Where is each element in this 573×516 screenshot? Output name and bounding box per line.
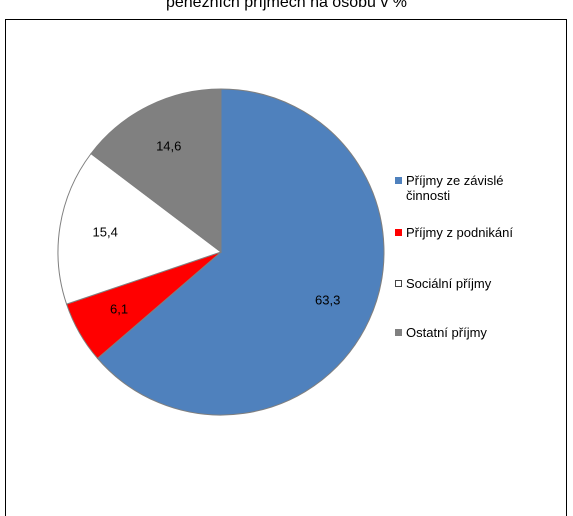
pie-slice — [96, 88, 385, 416]
frame — [5, 19, 567, 516]
legend-item: Příjmy z podnikání — [395, 225, 513, 240]
legend-swatch — [395, 280, 402, 287]
chart-title: peněžních příjmech na osobu v % — [165, 0, 408, 11]
legend-item: Sociální příjmy — [395, 276, 491, 291]
data-label: 6,1 — [110, 302, 128, 317]
data-label: 14,6 — [156, 138, 181, 153]
legend-item: Ostatní příjmy — [395, 325, 487, 340]
legend-swatch — [395, 229, 402, 236]
data-label: 15,4 — [93, 225, 118, 240]
legend-swatch — [395, 177, 402, 184]
legend-label: Sociální příjmy — [406, 276, 492, 291]
legend-label: Příjmy ze závislé činnosti — [406, 173, 504, 203]
data-label: 63,3 — [315, 292, 340, 307]
legend-label: Příjmy z podnikání — [406, 225, 513, 240]
legend-item: Příjmy ze závislé činnosti — [395, 173, 546, 203]
pie-slice — [90, 88, 222, 254]
legend-swatch — [395, 329, 402, 336]
legend-label: Ostatní příjmy — [406, 325, 487, 340]
pie-slice — [57, 152, 223, 305]
